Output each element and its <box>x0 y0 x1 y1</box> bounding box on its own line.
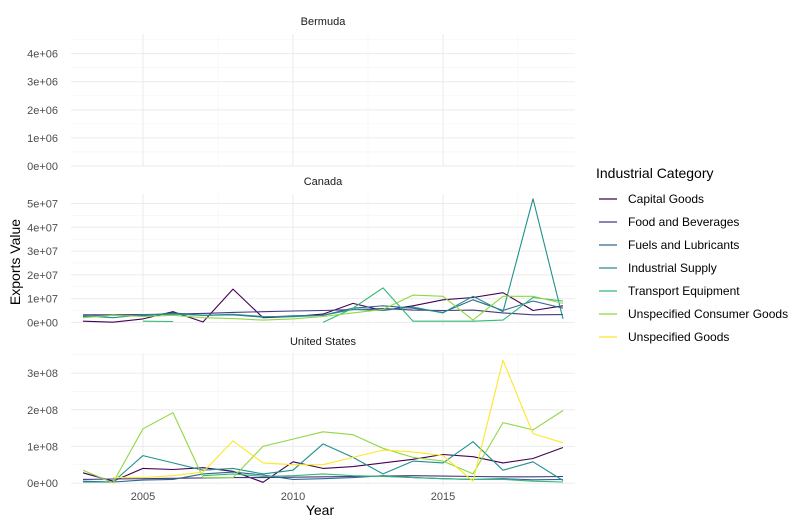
legend-title: Industrial Category <box>596 165 714 181</box>
y-tick-label: 0e+00 <box>27 161 58 173</box>
y-tick-label: 2e+08 <box>27 405 58 417</box>
series-line-capital-goods <box>82 446 564 483</box>
y-tick-label: 3e+06 <box>27 77 58 89</box>
panel-title: Bermuda <box>301 16 347 28</box>
legend-item: Unspecified Goods <box>599 330 729 344</box>
y-tick-label: 3e+07 <box>27 246 58 258</box>
legend-item: Unspecified Consumer Goods <box>599 307 788 321</box>
legend-items: Capital Goods Food and Beverages Fuels and… <box>599 192 788 344</box>
panel-bermuda: Bermuda 0e+00 1e+06 2e+06 3e+06 4e+06 <box>27 16 575 173</box>
series-line-transport-equipment <box>322 287 564 323</box>
legend: Industrial Category Capital Goods Food an… <box>596 165 788 344</box>
y-tick-label: 0e+00 <box>27 317 58 329</box>
series-line-unspecified-consumer-goods <box>82 294 564 321</box>
y-tick-label: 1e+08 <box>27 441 58 453</box>
legend-label: Fuels and Lubricants <box>628 238 739 252</box>
y-tick-label: 2e+06 <box>27 105 58 117</box>
legend-label: Unspecified Goods <box>628 330 729 344</box>
legend-item: Fuels and Lubricants <box>599 238 739 252</box>
legend-item: Industrial Supply <box>599 261 717 275</box>
series-line-transport-equipment <box>202 473 564 483</box>
panel-united-states: United States 0e+00 1e+08 2e+08 3e+08 2005 201… <box>27 336 575 503</box>
panel-canada: Canada 0e+00 1e+07 2e+07 3e+07 4e+07 5e+07 <box>27 176 575 329</box>
series-line-industrial-supply <box>82 198 564 320</box>
panel-title: Canada <box>304 176 343 188</box>
series-line-food-and-beverages <box>82 475 564 480</box>
series-line-industrial-supply <box>83 441 564 483</box>
series-line-unspecified-goods <box>113 359 564 482</box>
y-tick-label: 2e+07 <box>27 270 58 282</box>
legend-item: Capital Goods <box>599 192 704 206</box>
y-axis-title: Exports Value <box>7 219 23 305</box>
y-tick-label: 5e+07 <box>27 199 58 211</box>
y-tick-label: 4e+06 <box>27 49 58 61</box>
y-tick-label: 1e+06 <box>27 133 58 145</box>
x-axis-title: Year <box>306 502 335 518</box>
legend-item: Food and Beverages <box>599 215 739 229</box>
panel-title: United States <box>290 336 357 348</box>
legend-label: Industrial Supply <box>628 261 717 275</box>
x-tick-label: 2005 <box>131 491 155 503</box>
x-tick-label: 2015 <box>431 491 455 503</box>
y-tick-label: 3e+08 <box>27 368 58 380</box>
y-tick-label: 4e+07 <box>27 222 58 234</box>
y-tick-label: 1e+07 <box>27 294 58 306</box>
panels-layer: Bermuda 0e+00 1e+06 2e+06 3e+06 4e+06 Canada 0e… <box>27 16 575 503</box>
legend-label: Unspecified Consumer Goods <box>628 307 788 321</box>
legend-item: Transport Equipment <box>599 284 740 298</box>
legend-label: Transport Equipment <box>628 284 740 298</box>
legend-label: Capital Goods <box>628 192 704 206</box>
y-tick-label: 0e+00 <box>27 478 58 490</box>
legend-label: Food and Beverages <box>628 215 739 229</box>
x-tick-label: 2010 <box>281 491 305 503</box>
series-line-unspecified-consumer-goods <box>82 410 564 484</box>
